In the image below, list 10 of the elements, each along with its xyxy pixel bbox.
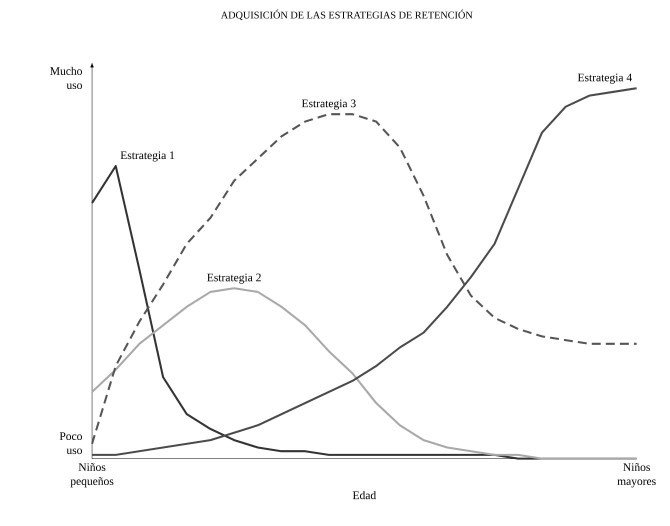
series-label: Estrategia 2: [207, 273, 261, 284]
text: Mucho uso: [50, 66, 82, 89]
series-label: Estrategia 3: [302, 99, 356, 110]
x-tick-label: Niños pequeños: [70, 462, 114, 488]
series-label: Estrategia 1: [120, 151, 174, 162]
x-axis-title: Edad: [352, 490, 376, 500]
chart-title: ADQUISICIÓN DE LAS ESTRATEGIAS DE RETENCIÓN: [220, 9, 473, 20]
text: Poco uso: [60, 432, 82, 454]
series-label: Estrategia 4: [578, 73, 632, 84]
x-tick-label: Niños mayores: [617, 462, 656, 488]
